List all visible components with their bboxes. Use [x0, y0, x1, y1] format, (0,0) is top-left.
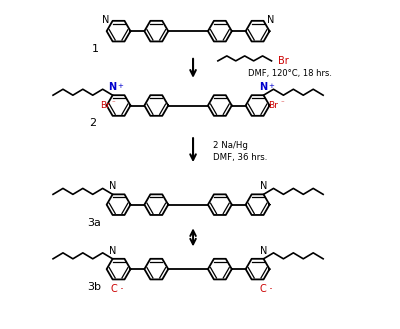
Text: N: N [266, 15, 274, 25]
Text: 2 Na/Hg: 2 Na/Hg [213, 141, 248, 150]
Text: ·: · [120, 283, 124, 296]
Text: ·: · [268, 283, 272, 296]
Text: N: N [108, 82, 117, 92]
Text: N: N [260, 82, 268, 92]
Text: N: N [102, 15, 110, 25]
Text: N: N [260, 181, 267, 191]
Text: N: N [109, 181, 116, 191]
Text: 1: 1 [92, 44, 99, 54]
Text: C: C [259, 284, 266, 294]
Text: ⁻: ⁻ [112, 100, 115, 106]
Text: 3a: 3a [87, 217, 101, 228]
Text: Br: Br [100, 101, 110, 110]
Text: N: N [260, 246, 267, 256]
Text: Br: Br [278, 56, 289, 66]
Text: +: + [268, 83, 274, 89]
Text: DMF, 120°C, 18 hrs.: DMF, 120°C, 18 hrs. [248, 69, 332, 78]
Text: ⁻: ⁻ [280, 100, 284, 106]
Text: N: N [109, 246, 116, 256]
Text: 2: 2 [89, 118, 96, 128]
Text: DMF, 36 hrs.: DMF, 36 hrs. [213, 153, 267, 162]
Text: Br: Br [268, 101, 278, 110]
Text: C: C [110, 284, 117, 294]
Text: +: + [118, 83, 124, 89]
Text: 3b: 3b [87, 282, 101, 292]
